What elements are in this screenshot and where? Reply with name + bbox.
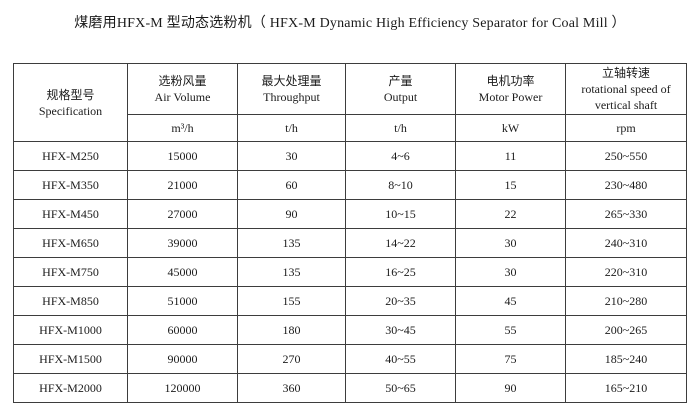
value-cell: 135 xyxy=(237,257,346,287)
table-row: HFX-M1000 60000 180 30~45 55 200~265 xyxy=(13,315,687,345)
value-cell: 51000 xyxy=(127,286,238,316)
value-cell: 180 xyxy=(237,315,346,345)
unit-header-1: m³/h xyxy=(127,114,238,142)
table-row: HFX-M850 51000 155 20~35 45 210~280 xyxy=(13,286,687,316)
column-header-3: 产量 Output xyxy=(345,63,456,115)
column-header-en: Output xyxy=(383,90,418,104)
column-header-cn: 电机功率 xyxy=(486,74,535,88)
value-cell: 270 xyxy=(237,344,346,374)
value-cell: 27000 xyxy=(127,199,238,229)
value-cell: 8~10 xyxy=(345,170,456,200)
value-cell: 240~310 xyxy=(565,228,687,258)
value-cell: 60000 xyxy=(127,315,238,345)
column-header-en: Motor Power xyxy=(478,90,543,104)
table-row: HFX-M250 15000 30 4~6 11 250~550 xyxy=(13,141,687,171)
unit-header-3: t/h xyxy=(345,114,456,142)
value-cell: 360 xyxy=(237,373,346,403)
value-cell: 220~310 xyxy=(565,257,687,287)
value-cell: 90 xyxy=(455,373,566,403)
model-cell: HFX-M850 xyxy=(13,286,128,316)
value-cell: 120000 xyxy=(127,373,238,403)
value-cell: 20~35 xyxy=(345,286,456,316)
column-header-cn: 规格型号 xyxy=(46,87,95,102)
value-cell: 135 xyxy=(237,228,346,258)
model-cell: HFX-M1000 xyxy=(13,315,128,345)
value-cell: 265~330 xyxy=(565,199,687,229)
value-cell: 55 xyxy=(455,315,566,345)
model-cell: HFX-M650 xyxy=(13,228,128,258)
value-cell: 30 xyxy=(455,257,566,287)
table-header: 规格型号 Specification 选粉风量 Air Volume 最大处理量 Thro… xyxy=(13,63,687,142)
value-cell: 60 xyxy=(237,170,346,200)
column-header-4: 电机功率 Motor Power xyxy=(455,63,566,115)
value-cell: 15 xyxy=(455,170,566,200)
column-header-en: Specification xyxy=(38,103,103,118)
value-cell: 185~240 xyxy=(565,344,687,374)
column-header-en: rotational speed of vertical shaft xyxy=(581,82,671,112)
value-cell: 50~65 xyxy=(345,373,456,403)
table-row: HFX-M350 21000 60 8~10 15 230~480 xyxy=(13,170,687,200)
table-row: HFX-M650 39000 135 14~22 30 240~310 xyxy=(13,228,687,258)
value-cell: 90000 xyxy=(127,344,238,374)
model-cell: HFX-M250 xyxy=(13,141,128,171)
value-cell: 40~55 xyxy=(345,344,456,374)
unit-header-5: rpm xyxy=(565,114,687,142)
column-header-5: 立轴转速 rotational speed of vertical shaft xyxy=(565,63,687,115)
header-row-names: 规格型号 Specification 选粉风量 Air Volume 最大处理量 Thro… xyxy=(13,63,687,142)
value-cell: 155 xyxy=(237,286,346,316)
column-header-en: Throughput xyxy=(263,90,320,104)
table-row: HFX-M1500 90000 270 40~55 75 185~240 xyxy=(13,344,687,374)
model-cell: HFX-M2000 xyxy=(13,373,128,403)
page-title: 煤磨用HFX-M 型动态选粉机（ HFX-M Dynamic High Effi… xyxy=(74,16,626,31)
column-header-cn: 立轴转速 xyxy=(601,66,650,80)
header-row-units: m³/h t/h t/h kW rpm xyxy=(14,114,687,142)
value-cell: 30~45 xyxy=(345,315,456,345)
specification-table: 规格型号 Specification 选粉风量 Air Volume 最大处理量 Thro… xyxy=(13,63,687,403)
column-header-cn: 选粉风量 xyxy=(158,74,207,88)
value-cell: 22 xyxy=(455,199,566,229)
value-cell: 30 xyxy=(237,141,346,171)
table-row: HFX-M750 45000 135 16~25 30 220~310 xyxy=(13,257,687,287)
value-cell: 165~210 xyxy=(565,373,687,403)
column-header-1: 选粉风量 Air Volume xyxy=(127,63,238,115)
value-cell: 39000 xyxy=(127,228,238,258)
value-cell: 250~550 xyxy=(565,141,687,171)
value-cell: 4~6 xyxy=(345,141,456,171)
model-cell: HFX-M450 xyxy=(13,199,128,229)
value-cell: 21000 xyxy=(127,170,238,200)
value-cell: 30 xyxy=(455,228,566,258)
value-cell: 210~280 xyxy=(565,286,687,316)
model-cell: HFX-M350 xyxy=(13,170,128,200)
column-header-en: Air Volume xyxy=(154,90,211,104)
table-row: HFX-M450 27000 90 10~15 22 265~330 xyxy=(13,199,687,229)
model-cell: HFX-M1500 xyxy=(13,344,128,374)
table-body: HFX-M250 15000 30 4~6 11 250~550 HFX-M350 21000… xyxy=(13,141,687,403)
column-header-cn: 产量 xyxy=(388,74,413,88)
column-header-0: 规格型号 Specification xyxy=(13,63,128,142)
unit-header-4: kW xyxy=(455,114,566,142)
value-cell: 15000 xyxy=(127,141,238,171)
value-cell: 75 xyxy=(455,344,566,374)
value-cell: 14~22 xyxy=(345,228,456,258)
column-header-2: 最大处理量 Throughput xyxy=(237,63,346,115)
unit-header-2: t/h xyxy=(237,114,346,142)
value-cell: 45000 xyxy=(127,257,238,287)
value-cell: 200~265 xyxy=(565,315,687,345)
value-cell: 16~25 xyxy=(345,257,456,287)
value-cell: 45 xyxy=(455,286,566,316)
value-cell: 90 xyxy=(237,199,346,229)
column-header-cn: 最大处理量 xyxy=(261,74,322,88)
value-cell: 230~480 xyxy=(565,170,687,200)
model-cell: HFX-M750 xyxy=(13,257,128,287)
table-row: HFX-M2000 120000 360 50~65 90 165~210 xyxy=(13,373,687,403)
value-cell: 10~15 xyxy=(345,199,456,229)
value-cell: 11 xyxy=(455,141,566,171)
